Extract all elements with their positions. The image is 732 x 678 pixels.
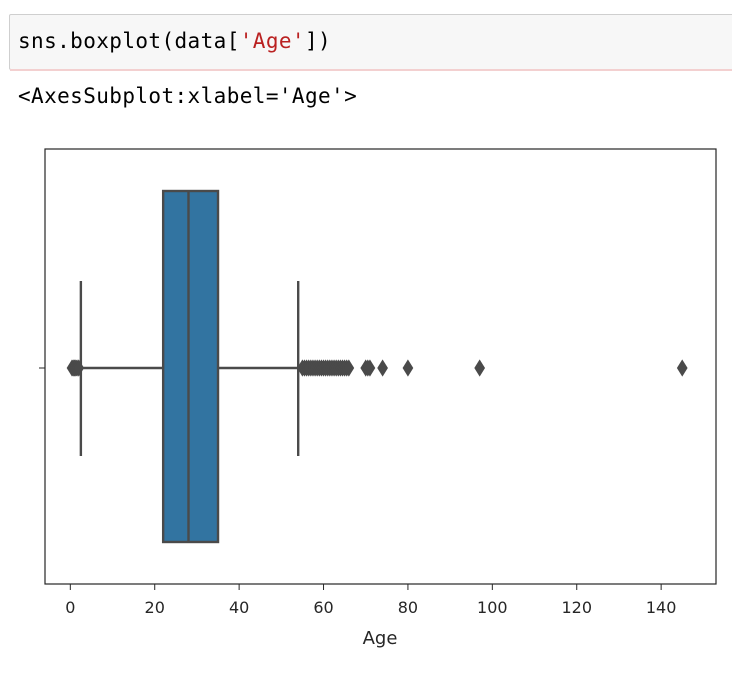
x-tick-label: 40 — [229, 598, 249, 617]
outlier-point — [343, 359, 355, 377]
x-tick-label: 120 — [561, 598, 592, 617]
outlier-point — [474, 359, 486, 377]
code-prefix: sns.boxplot(data[ — [18, 29, 240, 53]
x-tick-label: 20 — [145, 598, 165, 617]
code-line[interactable]: sns.boxplot(data['Age']) — [18, 29, 331, 53]
x-axis-label: Age — [363, 628, 398, 649]
x-tick-label: 100 — [477, 598, 508, 617]
x-tick-label: 80 — [398, 598, 418, 617]
outlier-point — [377, 359, 388, 377]
x-tick-label: 0 — [65, 598, 75, 617]
outlier-point — [73, 359, 85, 377]
cell-bottom-border — [10, 69, 732, 71]
x-tick-label: 140 — [646, 598, 677, 617]
code-cell[interactable]: sns.boxplot(data['Age']) — [9, 14, 732, 71]
code-suffix: ]) — [304, 29, 332, 53]
outlier-point — [364, 359, 376, 377]
iqr-box — [161, 189, 220, 544]
code-string-literal: 'Age' — [239, 29, 305, 53]
outlier-point — [402, 359, 414, 377]
outlier-point — [676, 359, 688, 377]
output-repr: <AxesSubplot:xlabel='Age'> — [18, 84, 358, 108]
x-tick-label: 60 — [313, 598, 333, 617]
